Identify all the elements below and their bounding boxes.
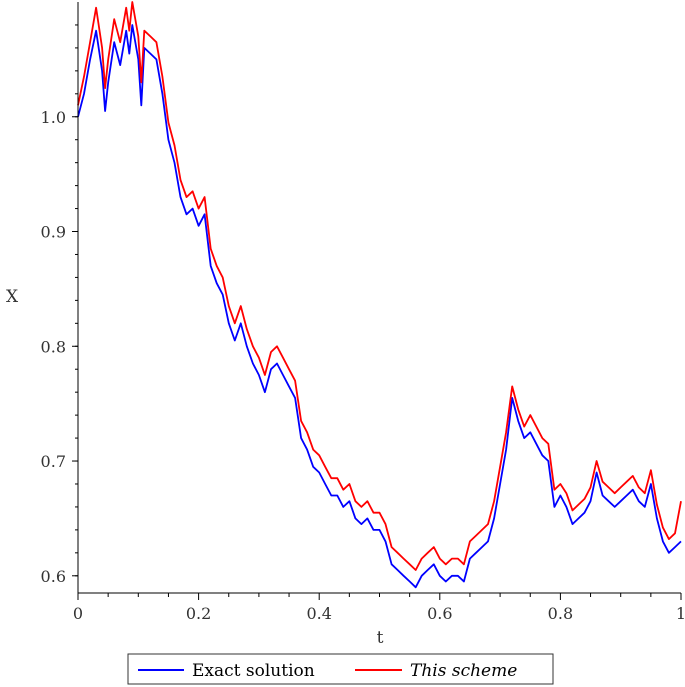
x-tick-label: 0.6 bbox=[427, 604, 452, 623]
series-line-this-scheme bbox=[77, 1, 682, 571]
legend-label-exact-solution: Exact solution bbox=[192, 661, 315, 681]
y-tick-label: 0.8 bbox=[41, 337, 66, 356]
legend-box bbox=[127, 653, 554, 685]
y-tick-label: 0.6 bbox=[41, 567, 66, 586]
plot-area bbox=[77, 1, 682, 589]
x-tick-label: 0.8 bbox=[548, 604, 573, 623]
x-tick-label: 1 bbox=[676, 604, 685, 623]
x-tick-label: 0.4 bbox=[306, 604, 331, 623]
legend-label-this-scheme: This scheme bbox=[410, 661, 517, 681]
x-tick-label: 0 bbox=[73, 604, 83, 623]
series-line-exact-solution bbox=[77, 24, 682, 589]
axis-ticks: 0 0.2 0.4 0.6 0.8 1 0.6 0.7 0.8 0.9 1.0 bbox=[41, 24, 685, 623]
y-axis-title: X bbox=[6, 287, 19, 307]
x-axis-title: t bbox=[377, 628, 384, 648]
y-tick-label: 1.0 bbox=[41, 108, 66, 127]
y-tick-label: 0.7 bbox=[41, 452, 66, 471]
legend: Exact solution This scheme bbox=[127, 653, 554, 685]
x-tick-label: 0.2 bbox=[186, 604, 211, 623]
y-tick-label: 0.9 bbox=[41, 223, 66, 242]
